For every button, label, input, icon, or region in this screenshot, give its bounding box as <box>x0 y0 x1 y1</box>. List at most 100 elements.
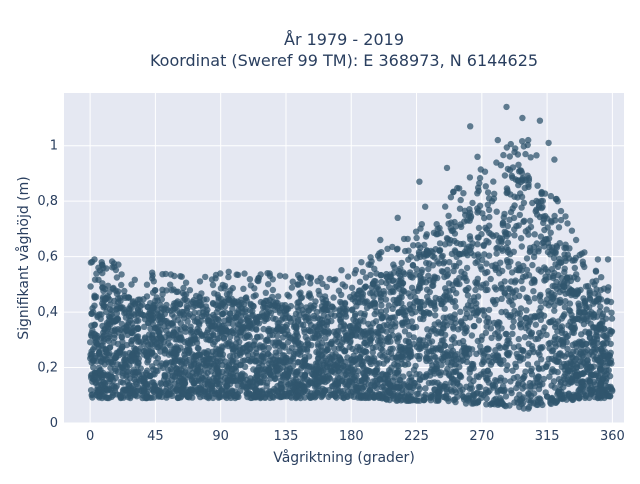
data-point <box>545 139 552 147</box>
data-point <box>295 388 302 395</box>
data-point <box>282 273 289 280</box>
data-point <box>354 290 362 298</box>
data-point <box>352 387 359 394</box>
data-point <box>353 372 360 379</box>
data-point <box>89 305 96 312</box>
data-point <box>181 323 188 331</box>
data-point <box>578 331 585 338</box>
data-point <box>390 261 397 268</box>
data-point <box>409 324 416 331</box>
data-point <box>562 363 570 370</box>
data-point <box>603 306 610 313</box>
data-point <box>572 371 579 378</box>
data-point <box>510 318 517 325</box>
data-point <box>521 217 528 224</box>
data-point <box>550 248 557 256</box>
data-point <box>369 280 377 287</box>
data-point <box>150 336 157 343</box>
data-point <box>531 249 538 256</box>
data-point <box>482 183 489 190</box>
data-point <box>305 380 312 388</box>
data-point <box>209 355 217 362</box>
data-point <box>519 375 526 382</box>
data-point <box>135 355 142 362</box>
data-point <box>570 393 578 400</box>
data-point <box>594 256 602 263</box>
data-point <box>452 319 459 327</box>
y-axis-label: Signifikant våghöjd (m) <box>15 176 32 339</box>
y-tick-label: 0,6 <box>37 250 58 265</box>
data-point <box>608 315 616 322</box>
data-point <box>307 275 314 282</box>
data-point <box>515 222 522 229</box>
data-point <box>575 353 582 361</box>
data-point <box>193 318 201 325</box>
data-point <box>95 345 102 352</box>
data-point <box>271 342 279 349</box>
data-point <box>579 258 586 265</box>
data-point <box>435 344 443 351</box>
y-tick-label: 1 <box>50 139 58 154</box>
data-point <box>410 334 417 341</box>
data-point <box>184 318 191 325</box>
data-point <box>583 362 590 369</box>
data-point <box>445 220 452 227</box>
data-point <box>197 302 204 309</box>
data-point <box>482 389 489 397</box>
data-point <box>144 359 151 366</box>
data-point <box>501 290 508 297</box>
data-point <box>196 309 203 316</box>
data-point <box>524 361 532 368</box>
data-point <box>491 284 498 291</box>
data-point <box>491 396 498 404</box>
data-point <box>504 222 511 230</box>
data-point <box>520 405 527 412</box>
data-point <box>105 323 112 330</box>
data-point <box>561 353 568 360</box>
data-point <box>162 388 169 395</box>
data-point <box>337 342 344 349</box>
data-point <box>312 298 319 305</box>
data-point <box>141 323 148 330</box>
data-point <box>311 315 318 322</box>
y-tick-labels: 00,20,40,60,81 <box>37 139 58 431</box>
data-point <box>451 247 459 254</box>
data-point <box>337 323 344 330</box>
data-point <box>543 215 551 222</box>
data-point <box>187 372 194 379</box>
data-point <box>604 387 611 394</box>
data-point <box>446 296 453 303</box>
data-point <box>204 348 212 355</box>
data-point <box>203 311 210 318</box>
data-point <box>488 198 496 205</box>
data-point <box>462 305 470 312</box>
data-point <box>122 309 129 316</box>
data-point <box>378 302 385 309</box>
data-point <box>494 136 501 144</box>
data-point <box>137 302 144 310</box>
data-point <box>481 168 489 175</box>
data-point <box>89 327 96 334</box>
data-point <box>552 399 560 406</box>
data-point <box>511 202 518 209</box>
data-point <box>314 359 322 366</box>
data-point <box>318 353 325 360</box>
data-point <box>429 345 436 352</box>
data-point <box>484 201 491 208</box>
data-point <box>121 361 129 368</box>
data-point <box>469 199 476 207</box>
data-point <box>95 386 103 393</box>
data-point <box>108 318 116 325</box>
data-point <box>154 316 162 323</box>
data-point <box>96 367 103 374</box>
data-point <box>215 294 222 301</box>
data-point <box>458 357 465 365</box>
data-point <box>243 294 250 301</box>
data-point <box>404 361 412 368</box>
data-point <box>169 320 176 327</box>
data-point <box>343 368 350 375</box>
data-point <box>521 334 529 341</box>
data-point <box>504 246 512 254</box>
data-point <box>88 322 95 329</box>
data-point <box>303 347 311 354</box>
